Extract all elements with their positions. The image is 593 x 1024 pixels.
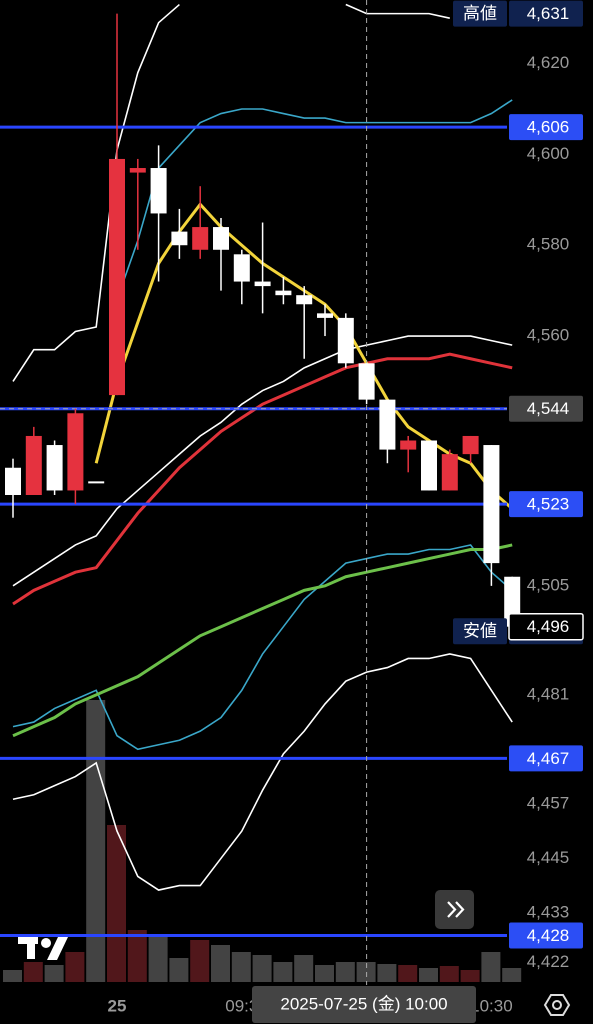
last-price-badge-label: 4,496 xyxy=(527,617,570,636)
candle-body xyxy=(129,168,146,173)
candle-body xyxy=(296,295,313,305)
crosshair-time-box xyxy=(252,986,476,1023)
extreme-badge xyxy=(509,0,583,27)
y-tick-label: 4,600 xyxy=(527,144,570,163)
volume-bar xyxy=(231,952,251,982)
volume-bar xyxy=(86,700,106,982)
extreme-badge-label: 4,631 xyxy=(527,4,570,23)
overlay-layer xyxy=(12,3,514,891)
candle-body xyxy=(441,454,458,491)
volume-bar xyxy=(315,965,334,982)
last-price-badge xyxy=(508,612,584,641)
indicator-line xyxy=(12,352,513,606)
indicator-line xyxy=(12,543,513,738)
y-tick-label: 4,505 xyxy=(527,575,570,594)
volume-bar xyxy=(502,968,522,982)
candle-body xyxy=(25,435,42,495)
candle-body xyxy=(192,227,209,250)
level-badge-label: 4,523 xyxy=(527,495,570,514)
candle-body xyxy=(421,440,437,491)
volume-bar xyxy=(190,940,210,982)
x-tick-label: 25 xyxy=(108,996,127,1015)
scroll-right-button[interactable] xyxy=(435,890,474,929)
volume-bar xyxy=(23,962,43,982)
volume-bar xyxy=(252,955,272,982)
volume-bar xyxy=(65,952,85,982)
volume-bar xyxy=(169,958,189,982)
level-badge-label: 4,428 xyxy=(527,926,570,945)
indicator-line xyxy=(12,544,513,751)
extreme-tag-box xyxy=(453,0,507,27)
level-badge xyxy=(509,745,583,772)
volume-bar xyxy=(419,968,438,982)
volume-bar xyxy=(44,965,64,982)
candle-body xyxy=(317,313,333,318)
candle-body xyxy=(462,435,479,455)
candle-body xyxy=(275,290,292,296)
settings-button[interactable] xyxy=(543,994,571,1016)
candle-body xyxy=(337,317,354,364)
candle-body xyxy=(46,445,63,491)
level-badge-label: 4,467 xyxy=(527,749,570,768)
candle-body xyxy=(358,363,375,400)
y-tick-label: 4,433 xyxy=(527,902,570,921)
indicator-line xyxy=(12,335,513,587)
volume-bar xyxy=(439,966,459,982)
x-tick-label: 10:30 xyxy=(470,996,513,1015)
candle-body xyxy=(150,168,167,214)
volume-bar xyxy=(107,825,126,982)
candle-body xyxy=(233,254,250,282)
indicator-line xyxy=(345,3,450,19)
volume-bar xyxy=(294,955,314,982)
y-tick-label: 4,481 xyxy=(527,684,570,703)
x-tick-label: 09:3 xyxy=(225,996,258,1015)
y-tick-label: 4,445 xyxy=(527,848,570,867)
extreme-tag: 安値 xyxy=(463,622,497,641)
candle-body xyxy=(5,467,21,495)
volume-bar xyxy=(148,935,168,982)
crosshair-time-label: 2025-07-25 (金) 10:00 xyxy=(280,994,447,1013)
volume-bar xyxy=(398,965,418,982)
candle-body xyxy=(109,158,125,396)
y-tick-label: 4,620 xyxy=(527,53,570,72)
indicator-line xyxy=(12,653,513,891)
axis-layer: 4,620 4,600 4,580 4,560 4,505 4,481 4,457 4,445… xyxy=(108,0,584,1023)
candle-body xyxy=(88,481,105,484)
volume-bar xyxy=(273,962,293,982)
candle-body xyxy=(400,440,417,450)
candle-body xyxy=(171,231,188,246)
candle-layer xyxy=(5,13,521,632)
logo xyxy=(18,937,68,960)
level-badge-label: 4,606 xyxy=(527,118,570,137)
candle-body xyxy=(379,399,396,450)
extreme-tag-box xyxy=(453,618,507,645)
volume-bar xyxy=(3,970,22,982)
y-tick-label: 4,580 xyxy=(527,235,570,254)
candle-body xyxy=(213,227,229,250)
level-badge xyxy=(509,922,583,949)
extreme-tag: 高値 xyxy=(463,4,497,23)
indicator-line xyxy=(116,99,513,300)
level-badge xyxy=(509,114,583,141)
volume-bar xyxy=(335,962,355,982)
candle-body xyxy=(483,445,500,564)
y-tick-label: 4,457 xyxy=(527,793,570,812)
candle-body xyxy=(67,413,84,491)
candle-body xyxy=(254,281,271,287)
y-tick-label: 4,560 xyxy=(527,326,570,345)
y-tick-label: 4,422 xyxy=(527,952,570,971)
volume-bar xyxy=(211,945,230,982)
volume-bar xyxy=(377,964,397,982)
indicator-line xyxy=(12,3,180,382)
crosshair-price-badge xyxy=(509,395,583,422)
level-badge xyxy=(509,491,583,518)
volume-bar xyxy=(127,930,147,982)
level-layer xyxy=(0,0,507,985)
volume-bar xyxy=(481,952,501,982)
volume-layer xyxy=(3,700,522,982)
volume-bar xyxy=(460,970,480,982)
crosshair-price-badge-label: 4,544 xyxy=(527,399,570,418)
